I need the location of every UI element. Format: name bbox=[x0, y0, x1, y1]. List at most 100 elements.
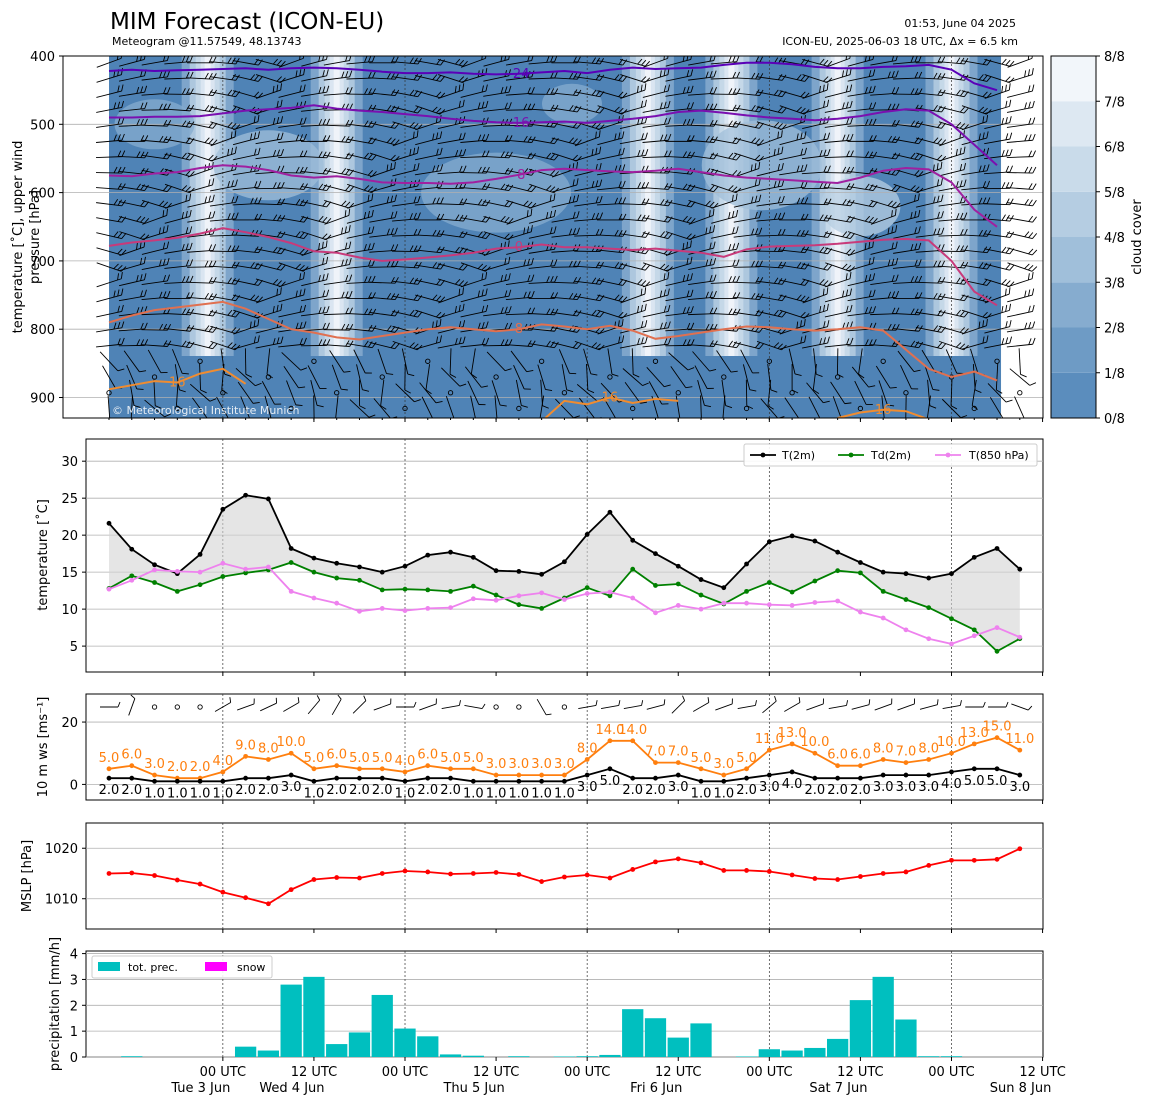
barb-feather bbox=[636, 85, 639, 93]
barb-feather bbox=[1024, 198, 1029, 206]
wind-barb bbox=[392, 228, 422, 237]
barb-feather bbox=[751, 228, 755, 236]
barb-feather bbox=[914, 120, 919, 128]
barb-feather bbox=[759, 227, 763, 235]
wind-barb bbox=[506, 208, 533, 225]
barb-feather bbox=[865, 151, 870, 158]
barb-feather bbox=[1005, 100, 1008, 108]
series-point bbox=[493, 592, 499, 598]
barb-feather bbox=[409, 245, 414, 252]
barb-staff bbox=[323, 60, 350, 66]
mslp-point bbox=[789, 872, 795, 878]
wind-barb bbox=[187, 309, 218, 317]
barb-feather bbox=[910, 120, 915, 127]
barb-feather bbox=[481, 338, 486, 345]
barb-feather bbox=[550, 153, 556, 160]
barb-feather bbox=[439, 131, 443, 139]
barb-staff bbox=[642, 90, 669, 98]
wind-point bbox=[1017, 772, 1023, 778]
barb-feather bbox=[231, 343, 237, 349]
barb-feather bbox=[322, 290, 326, 298]
wind-barb bbox=[164, 308, 194, 316]
barb-feather bbox=[823, 149, 827, 157]
barb-feather bbox=[436, 91, 442, 98]
barb-feather bbox=[231, 327, 237, 333]
barb-staff bbox=[756, 201, 783, 207]
barb-feather bbox=[185, 308, 190, 315]
wind-barb bbox=[642, 288, 670, 303]
wind-barb bbox=[353, 349, 372, 374]
barb-staff bbox=[141, 231, 168, 240]
barb-feather bbox=[667, 337, 672, 345]
wind-barb bbox=[313, 395, 315, 418]
barb-feather bbox=[231, 123, 237, 129]
barb-staff bbox=[710, 343, 737, 349]
barb-staff bbox=[802, 263, 828, 271]
barb-staff bbox=[192, 397, 209, 418]
barb-feather bbox=[121, 100, 124, 108]
barb-feather bbox=[914, 194, 916, 202]
barb-feather bbox=[933, 260, 938, 268]
barb-feather bbox=[229, 697, 232, 703]
series-point bbox=[903, 597, 909, 602]
pressure-tick-label: 400 bbox=[30, 50, 55, 65]
barb-feather bbox=[713, 153, 719, 160]
barb-feather bbox=[372, 275, 376, 283]
wind-barb bbox=[323, 241, 352, 255]
series-point bbox=[630, 537, 636, 543]
barb-staff bbox=[537, 364, 546, 390]
barb-staff bbox=[984, 74, 1010, 83]
series-point bbox=[766, 580, 772, 585]
barb-feather bbox=[933, 105, 938, 112]
wind-barb bbox=[984, 198, 1014, 206]
barb-feather bbox=[504, 200, 510, 207]
barb-feather bbox=[645, 149, 649, 156]
barb-feather bbox=[133, 405, 141, 408]
wind-barb bbox=[414, 262, 445, 270]
barb-feather bbox=[204, 105, 210, 112]
wind-barb bbox=[802, 99, 830, 114]
barb-staff bbox=[96, 294, 122, 303]
barb-feather bbox=[477, 263, 484, 270]
barb-staff bbox=[688, 124, 715, 127]
wind-barb bbox=[779, 74, 810, 82]
wind-barb bbox=[825, 68, 852, 83]
barb-feather bbox=[182, 372, 189, 375]
wind-value-label: 14.0 bbox=[595, 723, 624, 738]
barb-feather bbox=[316, 695, 321, 701]
legend-label-snow: snow bbox=[237, 961, 265, 974]
barb-staff bbox=[847, 279, 874, 287]
barb-staff bbox=[369, 168, 395, 178]
wind-barb bbox=[824, 304, 853, 318]
mslp-point bbox=[106, 871, 112, 876]
barb-feather bbox=[963, 107, 969, 114]
barb-staff bbox=[199, 364, 201, 391]
barb-feather bbox=[595, 310, 601, 317]
wind-barb bbox=[756, 163, 784, 177]
barb-feather bbox=[781, 228, 786, 236]
barb-feather bbox=[166, 208, 168, 216]
barb-staff bbox=[119, 263, 145, 272]
wind-barb bbox=[847, 151, 878, 159]
barb-feather bbox=[736, 275, 740, 283]
wind-value-label: 6.0 bbox=[121, 748, 142, 763]
barb-feather bbox=[576, 277, 581, 284]
barb-feather bbox=[280, 99, 283, 107]
barb-feather bbox=[526, 370, 534, 373]
barb-staff bbox=[528, 77, 555, 80]
barb-feather bbox=[208, 244, 213, 251]
wind-barb bbox=[470, 348, 478, 379]
barb-feather bbox=[435, 400, 443, 404]
barb-feather bbox=[668, 133, 672, 141]
barb-feather bbox=[432, 229, 437, 237]
wind-barb bbox=[323, 70, 353, 81]
barb-staff bbox=[961, 203, 988, 206]
barb-staff bbox=[558, 349, 570, 374]
wind-barb bbox=[460, 337, 490, 348]
barb-feather bbox=[121, 321, 125, 328]
barb-feather bbox=[341, 135, 346, 143]
barb-feather bbox=[804, 263, 810, 270]
barb-feather bbox=[455, 214, 460, 221]
barb-feather bbox=[204, 72, 209, 80]
